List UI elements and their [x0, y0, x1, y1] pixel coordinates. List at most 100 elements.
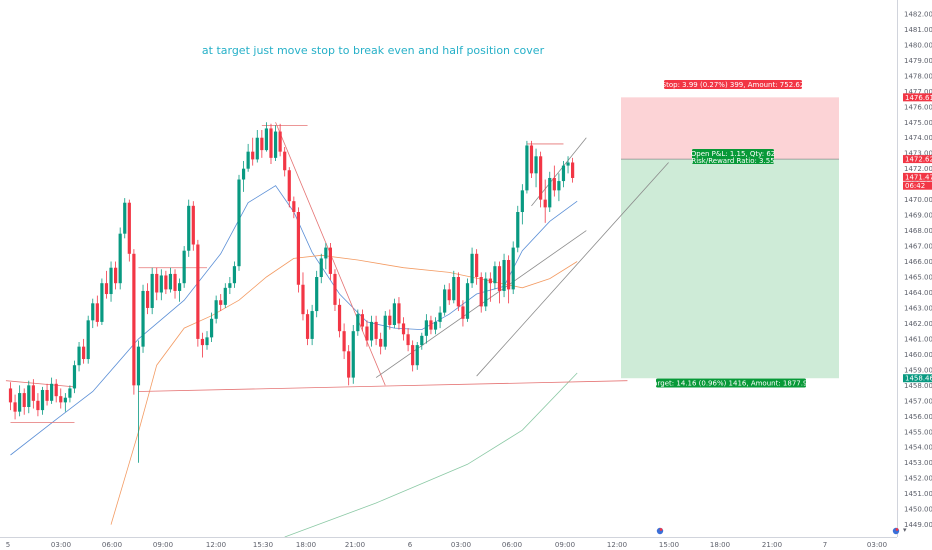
candle[interactable] [465, 278, 470, 322]
candle[interactable] [283, 147, 287, 177]
candle[interactable] [452, 270, 456, 304]
candle[interactable] [237, 174, 241, 271]
candle[interactable] [424, 314, 428, 344]
candle[interactable] [529, 140, 534, 178]
candle[interactable] [132, 249, 136, 395]
candle[interactable] [223, 283, 227, 308]
candle[interactable] [502, 253, 506, 298]
candle[interactable] [534, 148, 538, 188]
candle[interactable] [164, 270, 168, 295]
candle[interactable] [388, 309, 392, 330]
candle[interactable] [420, 332, 424, 350]
candle[interactable] [187, 199, 191, 257]
candle[interactable] [31, 379, 35, 409]
candle[interactable] [196, 239, 200, 347]
candle[interactable] [251, 137, 255, 166]
candle[interactable] [82, 338, 86, 364]
candle[interactable] [63, 393, 67, 412]
candle[interactable] [264, 122, 269, 152]
candles[interactable] [8, 122, 575, 463]
candle[interactable] [13, 394, 17, 420]
candle[interactable] [433, 317, 438, 335]
candle[interactable] [315, 270, 319, 318]
candle[interactable] [40, 386, 45, 415]
candle[interactable] [118, 227, 122, 290]
candle[interactable] [232, 261, 237, 288]
candle[interactable] [287, 167, 291, 208]
candle[interactable] [123, 198, 127, 239]
stop-label-box[interactable]: Stop: 3.99 (0.27%) 399, Amount: 752.62 [662, 80, 805, 89]
candle[interactable] [369, 315, 374, 347]
candle[interactable] [72, 360, 77, 394]
candle[interactable] [246, 143, 250, 172]
earnings-flag-icon[interactable] [656, 527, 664, 535]
target-label-box[interactable]: Target: 14.16 (0.96%) 1416, Amount: 1877… [649, 378, 812, 388]
candle[interactable] [255, 129, 259, 163]
candle[interactable] [475, 249, 479, 285]
candle[interactable] [146, 283, 150, 315]
candle[interactable] [292, 196, 296, 219]
candle[interactable] [493, 261, 497, 290]
candle[interactable] [100, 278, 104, 325]
candle[interactable] [497, 261, 502, 304]
candle[interactable] [36, 393, 40, 417]
candle[interactable] [305, 309, 310, 346]
candle[interactable] [114, 261, 118, 290]
price-axis[interactable]: 1449.00 1450.00 1451.00 1452.00 1453.00 1454.… [904, 10, 932, 529]
candle[interactable] [319, 253, 323, 284]
candle[interactable] [511, 241, 515, 295]
candle[interactable] [214, 295, 218, 324]
candle[interactable] [168, 267, 173, 293]
candle[interactable] [470, 247, 474, 288]
candle[interactable] [209, 312, 214, 343]
candle[interactable] [479, 272, 483, 313]
candle[interactable] [552, 165, 556, 197]
candle[interactable] [141, 284, 145, 353]
candle[interactable] [415, 342, 419, 370]
candle[interactable] [109, 261, 113, 302]
candle[interactable] [571, 157, 575, 183]
candle[interactable] [438, 306, 442, 329]
candle[interactable] [54, 379, 58, 403]
candle[interactable] [351, 324, 355, 384]
trendline-10[interactable] [476, 162, 669, 377]
candle[interactable] [516, 205, 520, 253]
candle[interactable] [392, 298, 396, 329]
candle[interactable] [150, 267, 154, 315]
candle[interactable] [406, 328, 410, 352]
candle[interactable] [22, 388, 26, 415]
candle[interactable] [397, 297, 401, 330]
candle[interactable] [27, 380, 31, 414]
candle[interactable] [383, 311, 387, 350]
candle[interactable] [59, 388, 63, 409]
candle[interactable] [539, 151, 543, 208]
candle[interactable] [566, 156, 570, 174]
time-axis-settings-icon[interactable]: ▾ [903, 526, 907, 534]
candle[interactable] [219, 294, 223, 312]
candle[interactable] [484, 272, 488, 312]
candle[interactable] [520, 184, 524, 225]
candle[interactable] [18, 385, 22, 417]
candle[interactable] [77, 342, 81, 372]
candle[interactable] [310, 304, 314, 346]
candle[interactable] [68, 385, 72, 403]
candle[interactable] [557, 173, 561, 202]
trendline-1[interactable] [5, 380, 75, 388]
candle[interactable] [401, 317, 406, 341]
candle[interactable] [360, 309, 364, 332]
candle[interactable] [241, 160, 246, 192]
trendline-3[interactable] [138, 380, 628, 392]
candle[interactable] [260, 129, 264, 158]
candle[interactable] [365, 320, 369, 347]
candle[interactable] [182, 246, 186, 288]
target-zone[interactable] [621, 159, 839, 379]
candle[interactable] [278, 123, 282, 157]
candle[interactable] [333, 269, 337, 312]
candle[interactable] [200, 332, 205, 358]
candle[interactable] [173, 269, 177, 299]
candle[interactable] [8, 382, 13, 411]
candle[interactable] [191, 201, 195, 251]
candle[interactable] [461, 300, 465, 327]
candle[interactable] [269, 123, 273, 165]
candle[interactable] [104, 270, 109, 299]
